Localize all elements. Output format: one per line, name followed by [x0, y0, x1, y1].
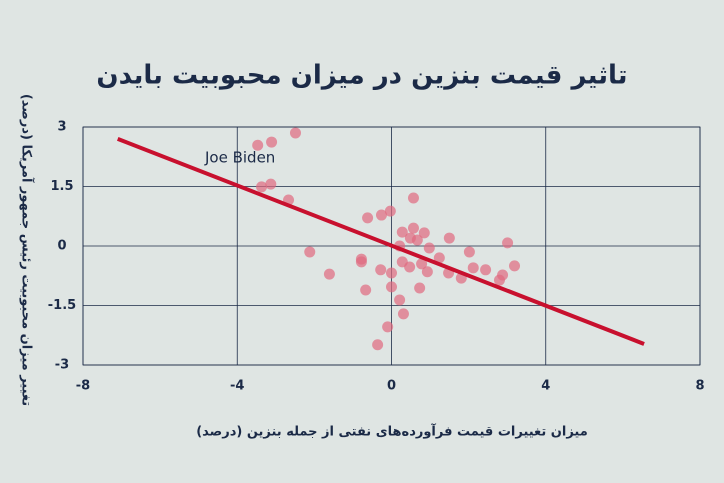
point	[289, 127, 301, 139]
y-tick-label: -1.5	[48, 298, 76, 313]
point	[396, 226, 408, 238]
point	[360, 284, 372, 296]
point	[414, 282, 426, 294]
point	[362, 212, 374, 224]
x-tick-label: -4	[230, 379, 244, 394]
point	[386, 281, 397, 293]
x-tick-label: 0	[387, 379, 396, 394]
point	[502, 237, 514, 249]
chart-title: تاثیر قیمت بنزین در میزان محبوبیت بایدن	[96, 61, 627, 91]
point	[372, 339, 384, 351]
point	[463, 246, 475, 258]
point	[423, 242, 435, 254]
y-tick-label: 1.5	[50, 179, 73, 194]
point	[497, 269, 509, 281]
y-tick-label: 0	[57, 239, 66, 254]
point	[386, 267, 397, 279]
point	[375, 264, 387, 276]
point	[375, 209, 387, 221]
x-tick-label: -8	[76, 379, 90, 394]
y-axis-title: تغییر میزان محبوبیت رئیس جمهور آمریکا (د…	[19, 94, 36, 406]
point	[416, 258, 428, 270]
point	[418, 227, 430, 239]
point	[355, 256, 367, 268]
point	[443, 232, 455, 244]
point	[433, 252, 445, 264]
trend-line	[116, 137, 645, 346]
x-tick-label: 4	[541, 379, 550, 394]
point	[467, 262, 479, 274]
point	[382, 321, 394, 333]
point	[256, 181, 268, 193]
point	[384, 205, 396, 217]
point	[397, 308, 409, 320]
x-tick-label: 8	[695, 379, 704, 394]
point	[407, 222, 419, 234]
y-tick-label: 3	[57, 120, 66, 135]
point	[265, 178, 277, 190]
point	[421, 266, 433, 278]
point	[509, 260, 521, 272]
point	[407, 192, 419, 204]
y-tick-label: -3	[55, 358, 69, 373]
point	[404, 261, 416, 273]
point	[411, 234, 423, 246]
point	[394, 294, 406, 306]
point	[304, 246, 316, 258]
point	[252, 139, 264, 151]
point	[480, 264, 492, 276]
x-axis-title: میزان تغییرات قیمت فرآورده‌های نفتی از ج…	[196, 423, 588, 440]
annotation: Joe Biden	[204, 149, 275, 167]
point	[323, 268, 335, 280]
point	[266, 136, 278, 148]
